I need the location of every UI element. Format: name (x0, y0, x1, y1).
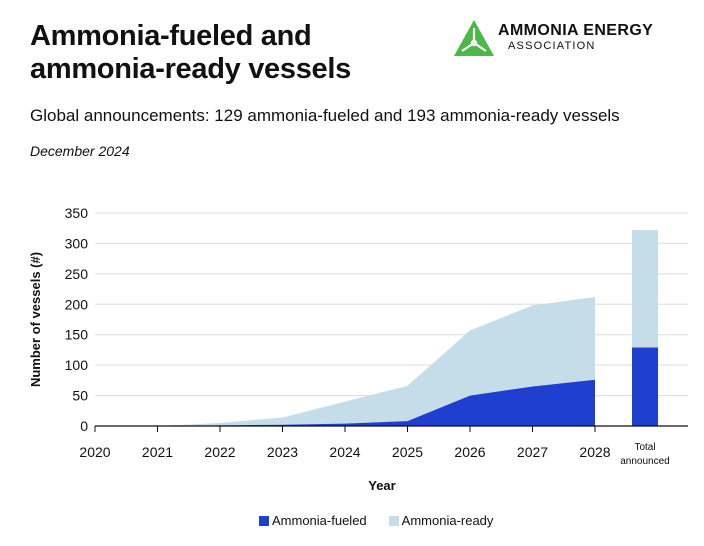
x-tick-label: 2020 (79, 444, 110, 460)
x-tick-label: 2027 (517, 444, 548, 460)
y-tick-label: 0 (80, 418, 88, 434)
y-tick-label: 200 (65, 296, 89, 312)
ammonia-energy-association-logo: AMMONIA ENERGY ASSOCIATION (452, 18, 692, 62)
total-bar-ammonia-fueled (632, 347, 658, 426)
y-axis-title: Number of vessels (#) (28, 252, 43, 387)
x-tick-label: 2028 (579, 444, 610, 460)
logo-subtitle: ASSOCIATION (508, 40, 596, 52)
title-line-2: ammonia-ready vessels (30, 53, 351, 85)
area-chart: 0 50 100 150 200 250 300 350 2020 2021 2022 2023 202… (28, 205, 688, 493)
x-tick-label: 2021 (142, 444, 173, 460)
legend-swatch-fueled (259, 515, 269, 526)
x-tick-label: 2025 (392, 444, 423, 460)
total-bar-label: announced (620, 456, 670, 467)
logo-name: AMMONIA ENERGY (498, 22, 654, 39)
legend: Ammonia-fueled Ammonia-ready (259, 513, 493, 528)
x-tick-label: 2023 (267, 444, 298, 460)
chart-subtitle: Global announcements: 129 ammonia-fueled… (30, 106, 620, 125)
legend-item-fueled: Ammonia-fueled (259, 513, 367, 528)
x-tick-label: 2022 (204, 444, 235, 460)
x-axis-title: Year (368, 478, 395, 493)
y-tick-label: 350 (65, 205, 89, 221)
total-bar-label: Total (634, 442, 655, 453)
x-tick-label: 2026 (454, 444, 485, 460)
y-tick-label: 250 (65, 266, 89, 282)
series-area-ammonia-ready (95, 296, 595, 426)
legend-swatch-ready (388, 515, 399, 526)
legend-label-ready: Ammonia-ready (401, 513, 494, 528)
y-tick-label: 300 (65, 235, 89, 251)
legend-label-fueled: Ammonia-fueled (272, 513, 367, 528)
y-tick-label: 150 (65, 327, 89, 343)
y-tick-label: 50 (72, 388, 88, 404)
title-line-1: Ammonia-fueled and (30, 20, 312, 52)
legend-item-ready: Ammonia-ready (388, 513, 494, 528)
x-tick-label: 2024 (329, 444, 360, 460)
y-tick-label: 100 (65, 357, 89, 373)
series-area-ammonia-fueled (95, 379, 595, 426)
triangle-network-icon (454, 20, 494, 56)
chart-date: December 2024 (30, 143, 130, 159)
total-bar-ammonia-ready (632, 230, 658, 348)
chart-title: Ammonia-fueled and ammonia-ready vessels (30, 20, 351, 86)
